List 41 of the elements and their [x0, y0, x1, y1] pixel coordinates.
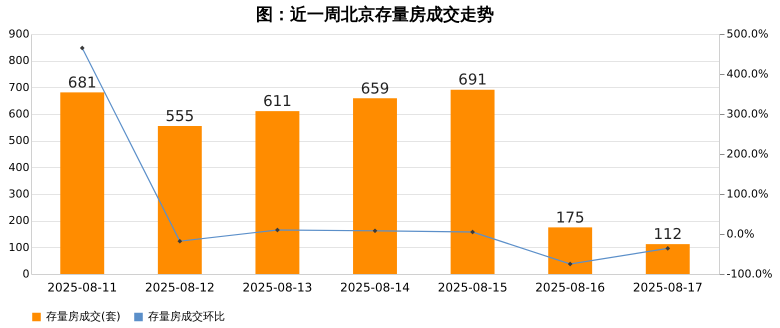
bar — [353, 98, 397, 274]
bar — [158, 126, 202, 274]
data-label: 691 — [458, 70, 487, 89]
x-tick-label: 2025-08-17 — [632, 280, 703, 294]
y-tick-label: 900 — [8, 28, 30, 40]
chart-title: 图：近一周北京存量房成交走势 — [256, 5, 494, 25]
bar — [255, 111, 300, 274]
y-tick-label: 800 — [8, 54, 30, 68]
data-label: 681 — [68, 73, 97, 92]
data-label: 112 — [653, 225, 682, 244]
bar — [60, 92, 104, 274]
y2-tick-label: 0.0% — [726, 228, 754, 240]
y-tick-label: 300 — [8, 188, 30, 200]
y2-tick-label: 400.0% — [726, 68, 768, 80]
bar — [450, 90, 495, 274]
legend-label: 存量房成交环比 — [148, 310, 225, 323]
bar — [646, 244, 690, 274]
x-tick-label: 2025-08-14 — [340, 280, 410, 294]
data-label: 611 — [263, 92, 292, 110]
y-tick-label: 200 — [8, 214, 30, 228]
data-label: 175 — [556, 208, 584, 226]
y-tick-label: 100 — [8, 240, 30, 254]
y-tick-label: 600 — [8, 108, 30, 120]
y-tick-label: 700 — [8, 80, 30, 94]
y2-tick-label: 300.0% — [726, 108, 768, 120]
y2-tick-label: 200.0% — [726, 148, 768, 160]
y-tick-label: 0 — [22, 268, 30, 280]
y-tick-label: 500 — [8, 134, 30, 148]
x-tick-label: 2025-08-12 — [144, 280, 215, 294]
data-label: 659 — [360, 79, 390, 98]
bar — [548, 227, 592, 274]
x-tick-label: 2025-08-11 — [47, 280, 118, 294]
y2-tick-label: 500.0% — [726, 28, 768, 40]
y2-tick-label: -100.0% — [726, 268, 772, 280]
x-tick-label: 2025-08-13 — [242, 280, 312, 294]
y-tick-label: 400 — [8, 160, 30, 174]
y2-tick-label: 100.0% — [726, 188, 768, 200]
legend-label: 存量房成交(套) — [46, 310, 121, 323]
data-label: 555 — [166, 107, 194, 125]
x-tick-label: 2025-08-15 — [438, 280, 508, 294]
x-tick-label: 2025-08-16 — [535, 280, 606, 294]
